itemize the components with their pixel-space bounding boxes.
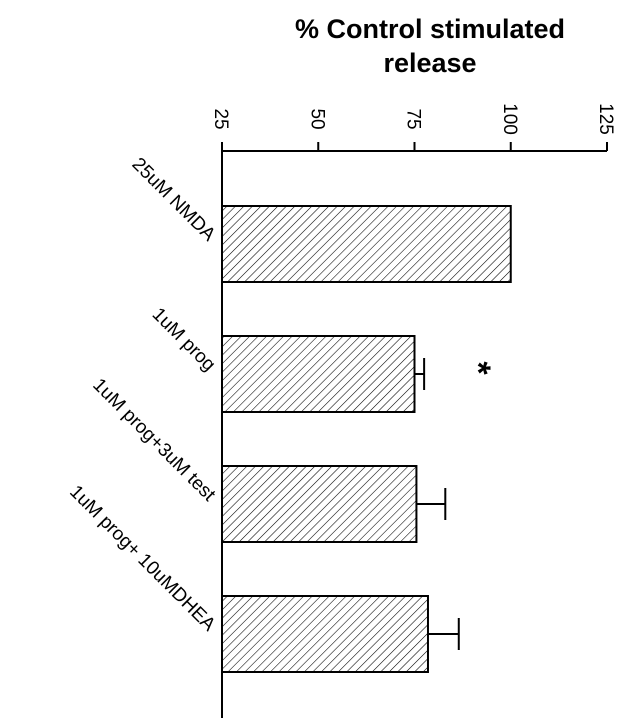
category-label: 1uM prog+3uM test — [88, 375, 219, 506]
value-axis-ticks: 25 50 75 100 125 — [210, 103, 616, 151]
error-bar — [427, 618, 460, 650]
significance-marker: * — [459, 361, 497, 375]
chart-title-line-1: % Control stimulated — [295, 14, 565, 44]
bar — [221, 205, 512, 283]
chart-title-line-2: release — [383, 48, 476, 78]
error-bars — [414, 358, 460, 650]
error-bar — [416, 488, 447, 520]
category-label: 1uM prog — [148, 304, 220, 376]
category-label: 1uM prog+ 10uMDHEA — [65, 481, 219, 635]
bars — [221, 205, 512, 673]
category-label: 25uM NMDA — [128, 154, 220, 246]
chart-title: % Control stimulated release — [295, 14, 565, 78]
tick-label: 75 — [403, 108, 424, 129]
tick-label: 100 — [499, 103, 520, 135]
bar — [221, 335, 416, 413]
tick-label: 50 — [306, 108, 327, 129]
error-bar — [414, 358, 426, 390]
annotations: * — [459, 361, 497, 375]
tick-label: 125 — [595, 103, 616, 135]
bar — [221, 595, 429, 673]
bar — [221, 465, 418, 543]
tick-label: 25 — [210, 108, 231, 129]
